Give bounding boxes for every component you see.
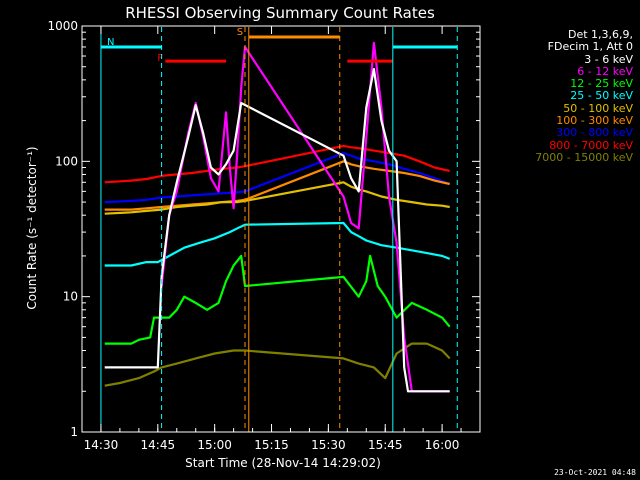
y-axis-label: Count Rate (s⁻¹ detector⁻¹) xyxy=(25,146,39,309)
legend-entry: 800 - 7000 keV xyxy=(549,138,633,152)
legend-entry: 300 - 800 keV xyxy=(556,126,633,140)
x-axis-label: Start Time (28-Nov-14 14:29:02) xyxy=(185,456,381,470)
x-tick-label: 15:15 xyxy=(254,438,289,452)
flag-label-f: F xyxy=(157,53,163,64)
legend-entry: 6 - 12 keV xyxy=(577,64,633,78)
series-line-50-100-kev-kev xyxy=(104,181,450,215)
legend: Det 1,3,6,9, FDecim 1, Att 0 3 - 6 keV 6 … xyxy=(535,28,633,164)
series-line-25-50-kev-kev xyxy=(104,221,451,267)
x-tick-label: 15:00 xyxy=(197,438,232,452)
chart-title: RHESSI Observing Summary Count Rates xyxy=(125,4,435,22)
x-tick-label: 15:45 xyxy=(368,438,403,452)
plot-frame xyxy=(81,25,481,433)
series-line-7000-15000-kev-kev xyxy=(104,342,451,387)
x-tick-label: 14:45 xyxy=(141,438,176,452)
plot-area: N F S xyxy=(100,27,458,432)
legend-header-line-2: FDecim 1, Att 0 xyxy=(547,40,633,54)
legend-entry: 3 - 6 keV xyxy=(584,52,633,66)
y-tick-label: 1000 xyxy=(47,19,78,33)
x-tick-label: 14:30 xyxy=(84,438,119,452)
legend-header-line-1: Det 1,3,6,9, xyxy=(567,28,633,41)
flag-label-s: S xyxy=(237,27,243,38)
x-tick-label: 16:00 xyxy=(425,438,460,452)
x-tick-label: 15:30 xyxy=(311,438,346,452)
series-line-12-25-kev-kev xyxy=(104,254,451,345)
legend-entry: 100 - 300 keV xyxy=(556,114,633,128)
axes: 14:30 14:45 15:00 15:15 15:30 15:45 16:00 1 10 10… xyxy=(47,19,481,452)
series-line-3-6-kev-kev xyxy=(104,67,450,393)
series-line-6-12-kev-kev xyxy=(160,41,450,393)
legend-entry: 12 - 25 keV xyxy=(570,77,633,91)
legend-entry: 7000 - 15000 keV xyxy=(535,150,633,164)
y-tick-label: 100 xyxy=(55,154,78,168)
generation-timestamp: 23-Oct-2021 04:48 xyxy=(554,468,636,477)
flag-label-n: N xyxy=(107,37,114,48)
y-tick-label: 10 xyxy=(63,290,78,304)
legend-entry: 50 - 100 keV xyxy=(563,101,633,115)
legend-entry: 25 - 50 keV xyxy=(570,89,633,103)
y-tick-label: 1 xyxy=(70,425,78,439)
